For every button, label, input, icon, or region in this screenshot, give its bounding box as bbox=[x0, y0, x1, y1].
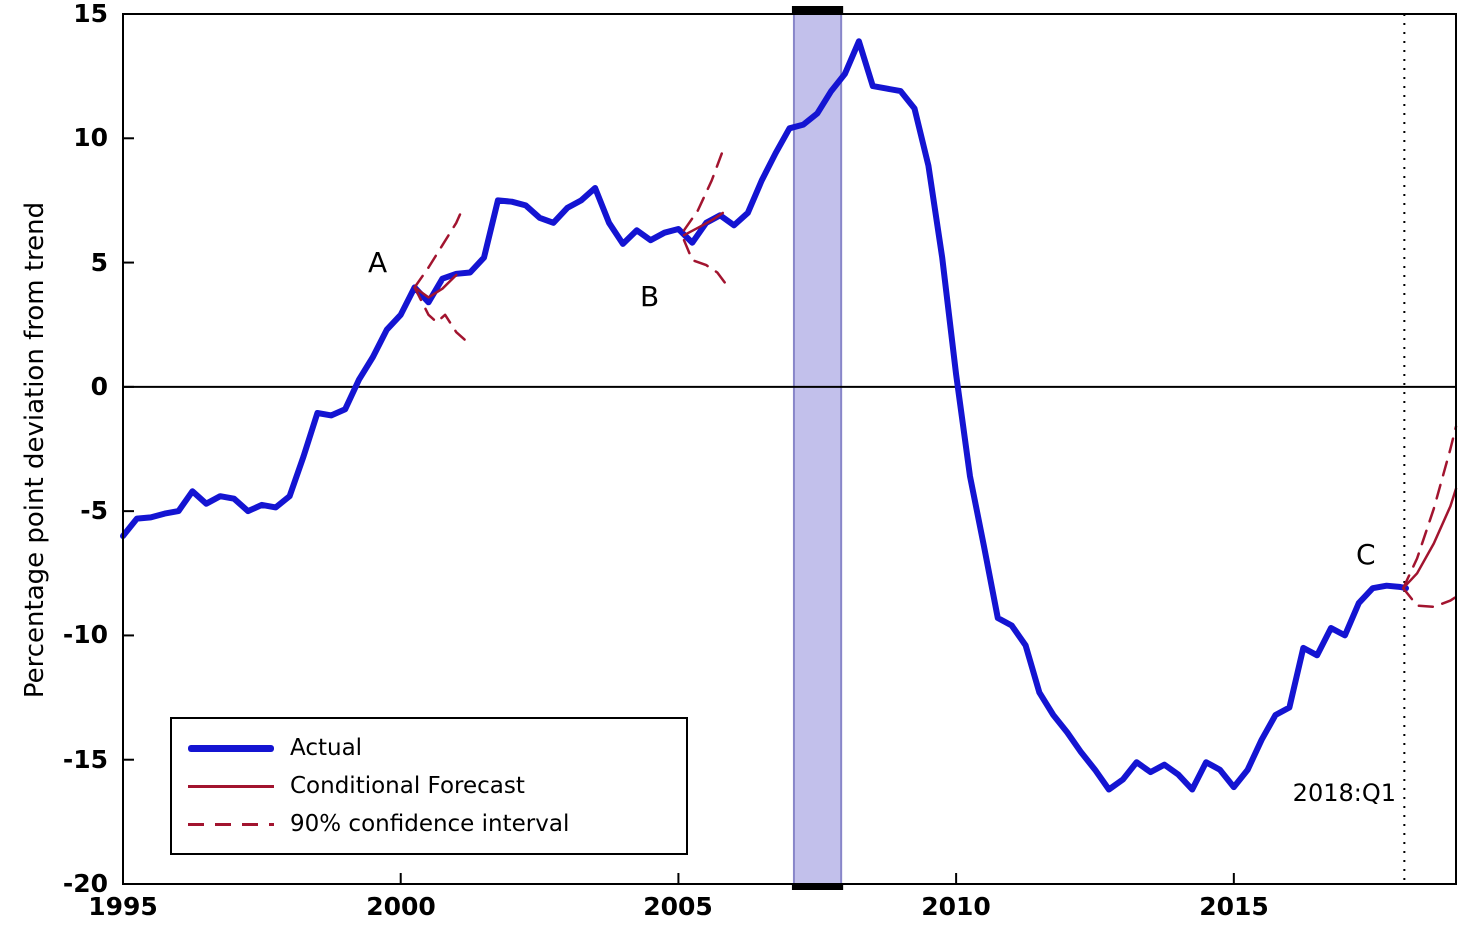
series-actual bbox=[120, 38, 1409, 793]
legend-line-actual-icon bbox=[188, 744, 274, 752]
annotation-B: B bbox=[640, 280, 660, 313]
legend-line-ci-icon bbox=[188, 822, 274, 826]
y-tick-label-m10: -10 bbox=[62, 620, 108, 649]
legend-item-confidence-interval: 90% confidence interval bbox=[188, 810, 670, 838]
forecast-date-label: 2018:Q1 bbox=[1292, 779, 1396, 807]
legend: Actual Conditional Forecast 90% confiden… bbox=[170, 717, 688, 855]
y-axis-title: Percentage point deviation from trend bbox=[20, 201, 50, 699]
series-forecast-a-central bbox=[413, 273, 458, 299]
plot-frame bbox=[122, 13, 1457, 885]
annotation-C: C bbox=[1356, 538, 1376, 571]
y-tick-label-10: 10 bbox=[73, 123, 108, 152]
y-tick-label-0: 0 bbox=[90, 372, 108, 401]
y-tick-label-m20: -20 bbox=[62, 869, 108, 898]
legend-label-confidence-interval: 90% confidence interval bbox=[290, 811, 570, 837]
legend-label-actual: Actual bbox=[290, 735, 363, 761]
band-top-cap bbox=[791, 6, 844, 14]
y-tick-label-15: 15 bbox=[73, 0, 108, 28]
x-tick-label-2000: 2000 bbox=[366, 892, 436, 921]
y-tick-label-m5: -5 bbox=[80, 496, 108, 525]
series-forecast-b-central bbox=[682, 211, 725, 237]
legend-item-conditional-forecast: Conditional Forecast bbox=[188, 772, 670, 800]
recession-band bbox=[792, 13, 843, 885]
x-tick-label-2005: 2005 bbox=[643, 892, 713, 921]
annotation-A: A bbox=[368, 246, 388, 279]
series-forecast-a-upper bbox=[413, 209, 464, 289]
y-tick-label-m15: -15 bbox=[62, 745, 108, 774]
x-tick-label-2015: 2015 bbox=[1199, 892, 1269, 921]
legend-line-forecast-icon bbox=[188, 784, 274, 788]
series-forecast-a-lower bbox=[413, 286, 466, 341]
x-tick-label-2010: 2010 bbox=[921, 892, 991, 921]
legend-item-actual: Actual bbox=[188, 734, 670, 762]
series-forecast-b-lower bbox=[682, 238, 730, 289]
y-tick-label-5: 5 bbox=[90, 248, 108, 277]
series-forecast-c-central bbox=[1401, 487, 1458, 590]
series-forecast-c-lower bbox=[1401, 586, 1458, 609]
legend-label-conditional-forecast: Conditional Forecast bbox=[290, 773, 525, 799]
series-forecast-b-upper bbox=[682, 149, 725, 232]
x-tick-label-1995: 1995 bbox=[88, 892, 158, 921]
series-forecast-c-upper bbox=[1401, 425, 1458, 590]
band-bottom-cap bbox=[791, 884, 844, 890]
